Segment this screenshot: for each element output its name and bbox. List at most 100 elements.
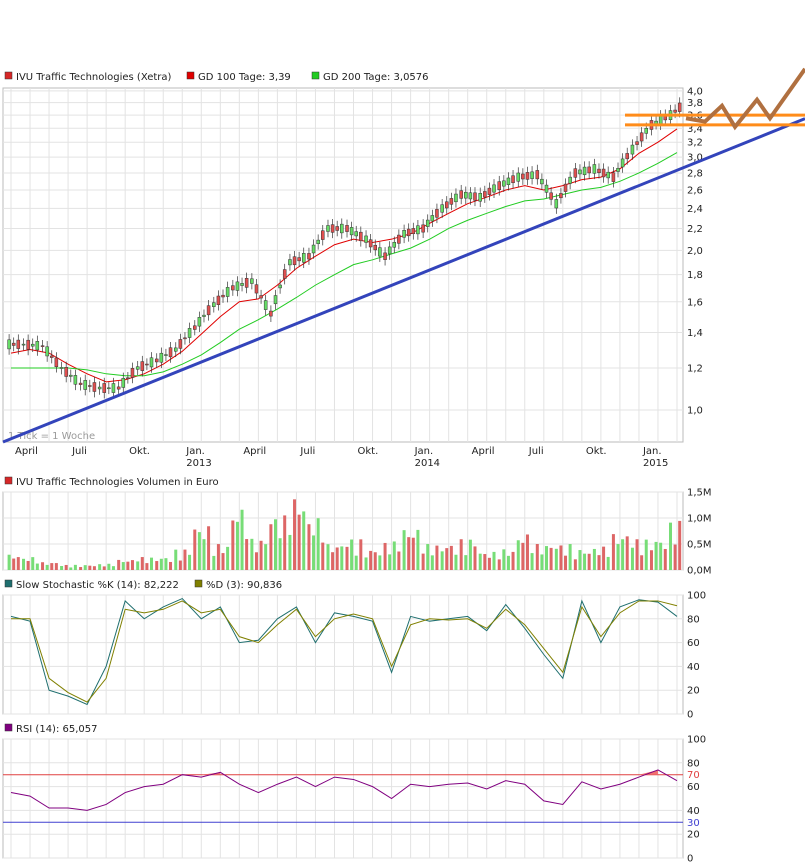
volume-bar: [369, 550, 373, 570]
volume-bar: [221, 553, 225, 570]
volume-bar: [50, 563, 54, 570]
candle-body: [454, 193, 458, 203]
candle-body: [69, 374, 73, 377]
volume-bar: [440, 551, 444, 570]
candle-body: [202, 314, 206, 317]
candle-body: [288, 259, 292, 266]
candle-body: [102, 383, 106, 393]
candle-body: [445, 201, 449, 209]
candle-body: [240, 283, 244, 286]
candle-body: [92, 382, 97, 392]
candle-body: [35, 341, 40, 351]
legend-swatch-price: [4, 71, 13, 80]
volume-bar: [625, 536, 629, 570]
volume-bar: [188, 554, 192, 570]
volume-bar: [164, 558, 168, 570]
stochastic-plot: [10, 597, 678, 706]
candle-body: [516, 172, 521, 182]
x-month-label: Juli: [528, 446, 544, 457]
candle-body: [307, 253, 311, 260]
volume-bar: [64, 564, 68, 570]
candle-body: [616, 167, 620, 172]
volume-bar: [397, 551, 401, 570]
volume-bar: [79, 567, 83, 570]
volume-bar: [26, 560, 30, 570]
candle-body: [421, 224, 425, 233]
volume-bar: [150, 557, 153, 570]
volume-bar: [497, 559, 501, 570]
x-year-label: 2013: [186, 458, 211, 469]
volume-bar: [583, 553, 587, 570]
candle-body: [54, 357, 59, 367]
x-month-label: April: [15, 446, 38, 457]
volume-bar: [592, 548, 596, 570]
volume-bar: [197, 532, 201, 570]
candle-body: [7, 339, 11, 350]
candle-body: [206, 305, 211, 316]
candle-body: [83, 380, 87, 390]
volume-bar: [407, 537, 411, 570]
volume-bar: [88, 565, 92, 570]
volume-bar: [159, 558, 163, 570]
volume-bar: [269, 524, 273, 570]
candle-body: [321, 230, 325, 240]
volume-bar: [506, 555, 510, 570]
price-y-tick-label: 2,2: [687, 224, 703, 235]
candle-body: [625, 153, 629, 160]
volume-bar: [416, 529, 420, 570]
candle-body: [273, 295, 278, 305]
candle-body: [425, 219, 430, 227]
volume-bar: [60, 566, 64, 570]
rsi-overbought-area: [201, 772, 221, 775]
volume-bar: [426, 544, 430, 570]
candle-body: [254, 284, 259, 294]
candle-body: [335, 226, 339, 231]
candle-body: [45, 346, 49, 357]
candle-body: [64, 367, 68, 377]
volume-bar: [564, 555, 568, 570]
rsi-y-tick-label: 20: [687, 830, 700, 841]
volume-bar: [578, 550, 582, 570]
volume-bar: [183, 549, 187, 570]
candle-body: [250, 278, 254, 284]
x-month-label: Jan.: [642, 446, 662, 457]
volume-bar: [302, 511, 306, 570]
candle-body: [435, 209, 439, 218]
volume-bar: [345, 546, 349, 570]
candle-body: [130, 368, 135, 378]
candle-body: [406, 228, 411, 237]
candle-body: [540, 178, 544, 185]
volume-y-tick-label: 1,5M: [687, 488, 712, 499]
legend-swatch-gd100: [186, 71, 195, 80]
candle-body: [549, 192, 553, 200]
price-y-tick-label: 3,0: [687, 153, 703, 164]
candle-body: [263, 300, 268, 310]
volume-bar: [483, 554, 487, 570]
candle-body: [554, 199, 559, 209]
candle-body: [135, 366, 140, 370]
candle-body: [359, 231, 363, 242]
volume-bar: [335, 547, 339, 570]
candle-body: [368, 239, 373, 248]
candle-body: [597, 168, 601, 174]
candle-body: [525, 172, 530, 180]
volume-bar: [630, 547, 634, 570]
volume-bar: [174, 549, 178, 570]
price-y-tick-label: 1,8: [687, 270, 703, 281]
volume-bar: [459, 539, 463, 570]
candle-body: [326, 225, 330, 232]
stoch-d-line: [11, 600, 678, 703]
candle-body: [473, 192, 477, 201]
legend-swatch-k: [4, 579, 13, 588]
candle-body: [497, 181, 501, 190]
legend-stoch-d: %D (3): 90,836: [206, 580, 282, 591]
volume-bar: [130, 560, 134, 570]
volume-bar: [606, 556, 610, 570]
volume-bar: [449, 545, 453, 570]
candle-body: [383, 252, 387, 260]
rsi-line: [10, 769, 678, 811]
legend-gd100: GD 100 Tage: 3,39: [198, 72, 291, 83]
candle-body: [378, 247, 382, 257]
volume-bar: [31, 557, 35, 570]
volume-bar: [316, 518, 320, 570]
